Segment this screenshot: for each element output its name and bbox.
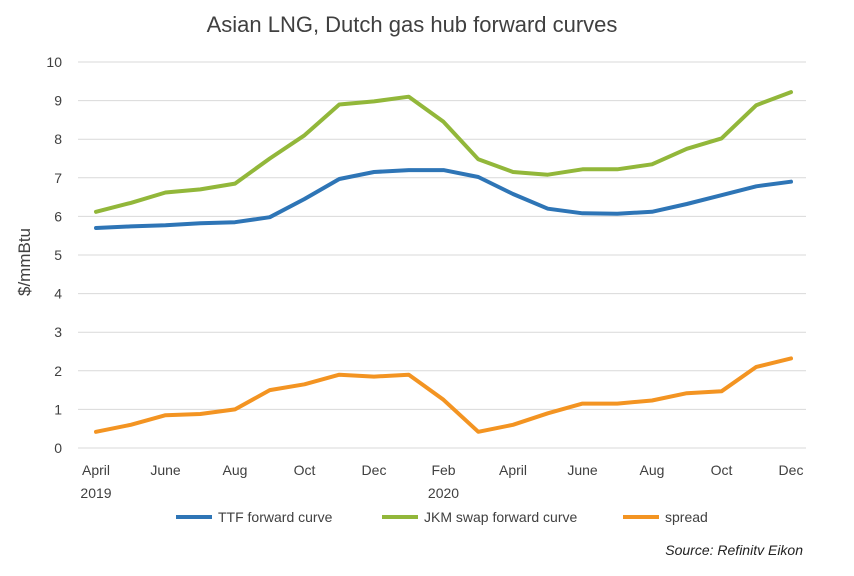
x-tick-label: April — [499, 462, 527, 478]
x-axis-ticks: April 2019 June Aug Oct Dec Feb 2020 April June Au… — [80, 462, 803, 501]
source-note: Source: Refinitv Eikon — [665, 542, 803, 558]
series-line-3 — [94, 356, 793, 434]
y-tick-label: 10 — [46, 54, 62, 70]
x-tick-label: Feb — [431, 462, 455, 478]
y-tick-label: 0 — [54, 440, 62, 456]
gridlines — [78, 61, 806, 449]
series-line-2 — [94, 90, 793, 214]
series-lines — [94, 90, 793, 434]
legend: TTF forward curve JKM swap forward curve s… — [176, 509, 708, 525]
y-tick-label: 8 — [54, 131, 62, 147]
legend-label: spread — [665, 509, 708, 525]
y-tick-label: 3 — [54, 324, 62, 340]
y-tick-label: 5 — [54, 247, 62, 263]
x-tick-year-label: 2020 — [428, 485, 459, 501]
y-tick-label: 6 — [54, 208, 62, 224]
x-tick-label: Dec — [362, 462, 387, 478]
x-tick-label: June — [567, 462, 598, 478]
y-axis-ticks: 0 1 2 3 4 5 6 7 8 9 10 — [46, 54, 62, 456]
y-axis-label: $/mmBtu — [15, 228, 34, 296]
x-tick-label: Aug — [640, 462, 665, 478]
legend-label: TTF forward curve — [218, 509, 333, 525]
y-tick-label: 2 — [54, 363, 62, 379]
y-tick-label: 4 — [54, 286, 62, 302]
x-tick-label: Oct — [294, 462, 316, 478]
legend-label: JKM swap forward curve — [424, 509, 577, 525]
x-tick-label: Oct — [711, 462, 733, 478]
y-tick-label: 7 — [54, 170, 62, 186]
series-line-1 — [94, 168, 793, 230]
x-tick-label: June — [150, 462, 181, 478]
x-tick-label: Aug — [223, 462, 248, 478]
x-tick-label: Dec — [779, 462, 804, 478]
x-tick-label: April — [82, 462, 110, 478]
y-tick-label: 9 — [54, 93, 62, 109]
x-tick-year-label: 2019 — [80, 485, 111, 501]
chart-title: Asian LNG, Dutch gas hub forward curves — [207, 12, 618, 37]
y-tick-label: 1 — [54, 401, 62, 417]
